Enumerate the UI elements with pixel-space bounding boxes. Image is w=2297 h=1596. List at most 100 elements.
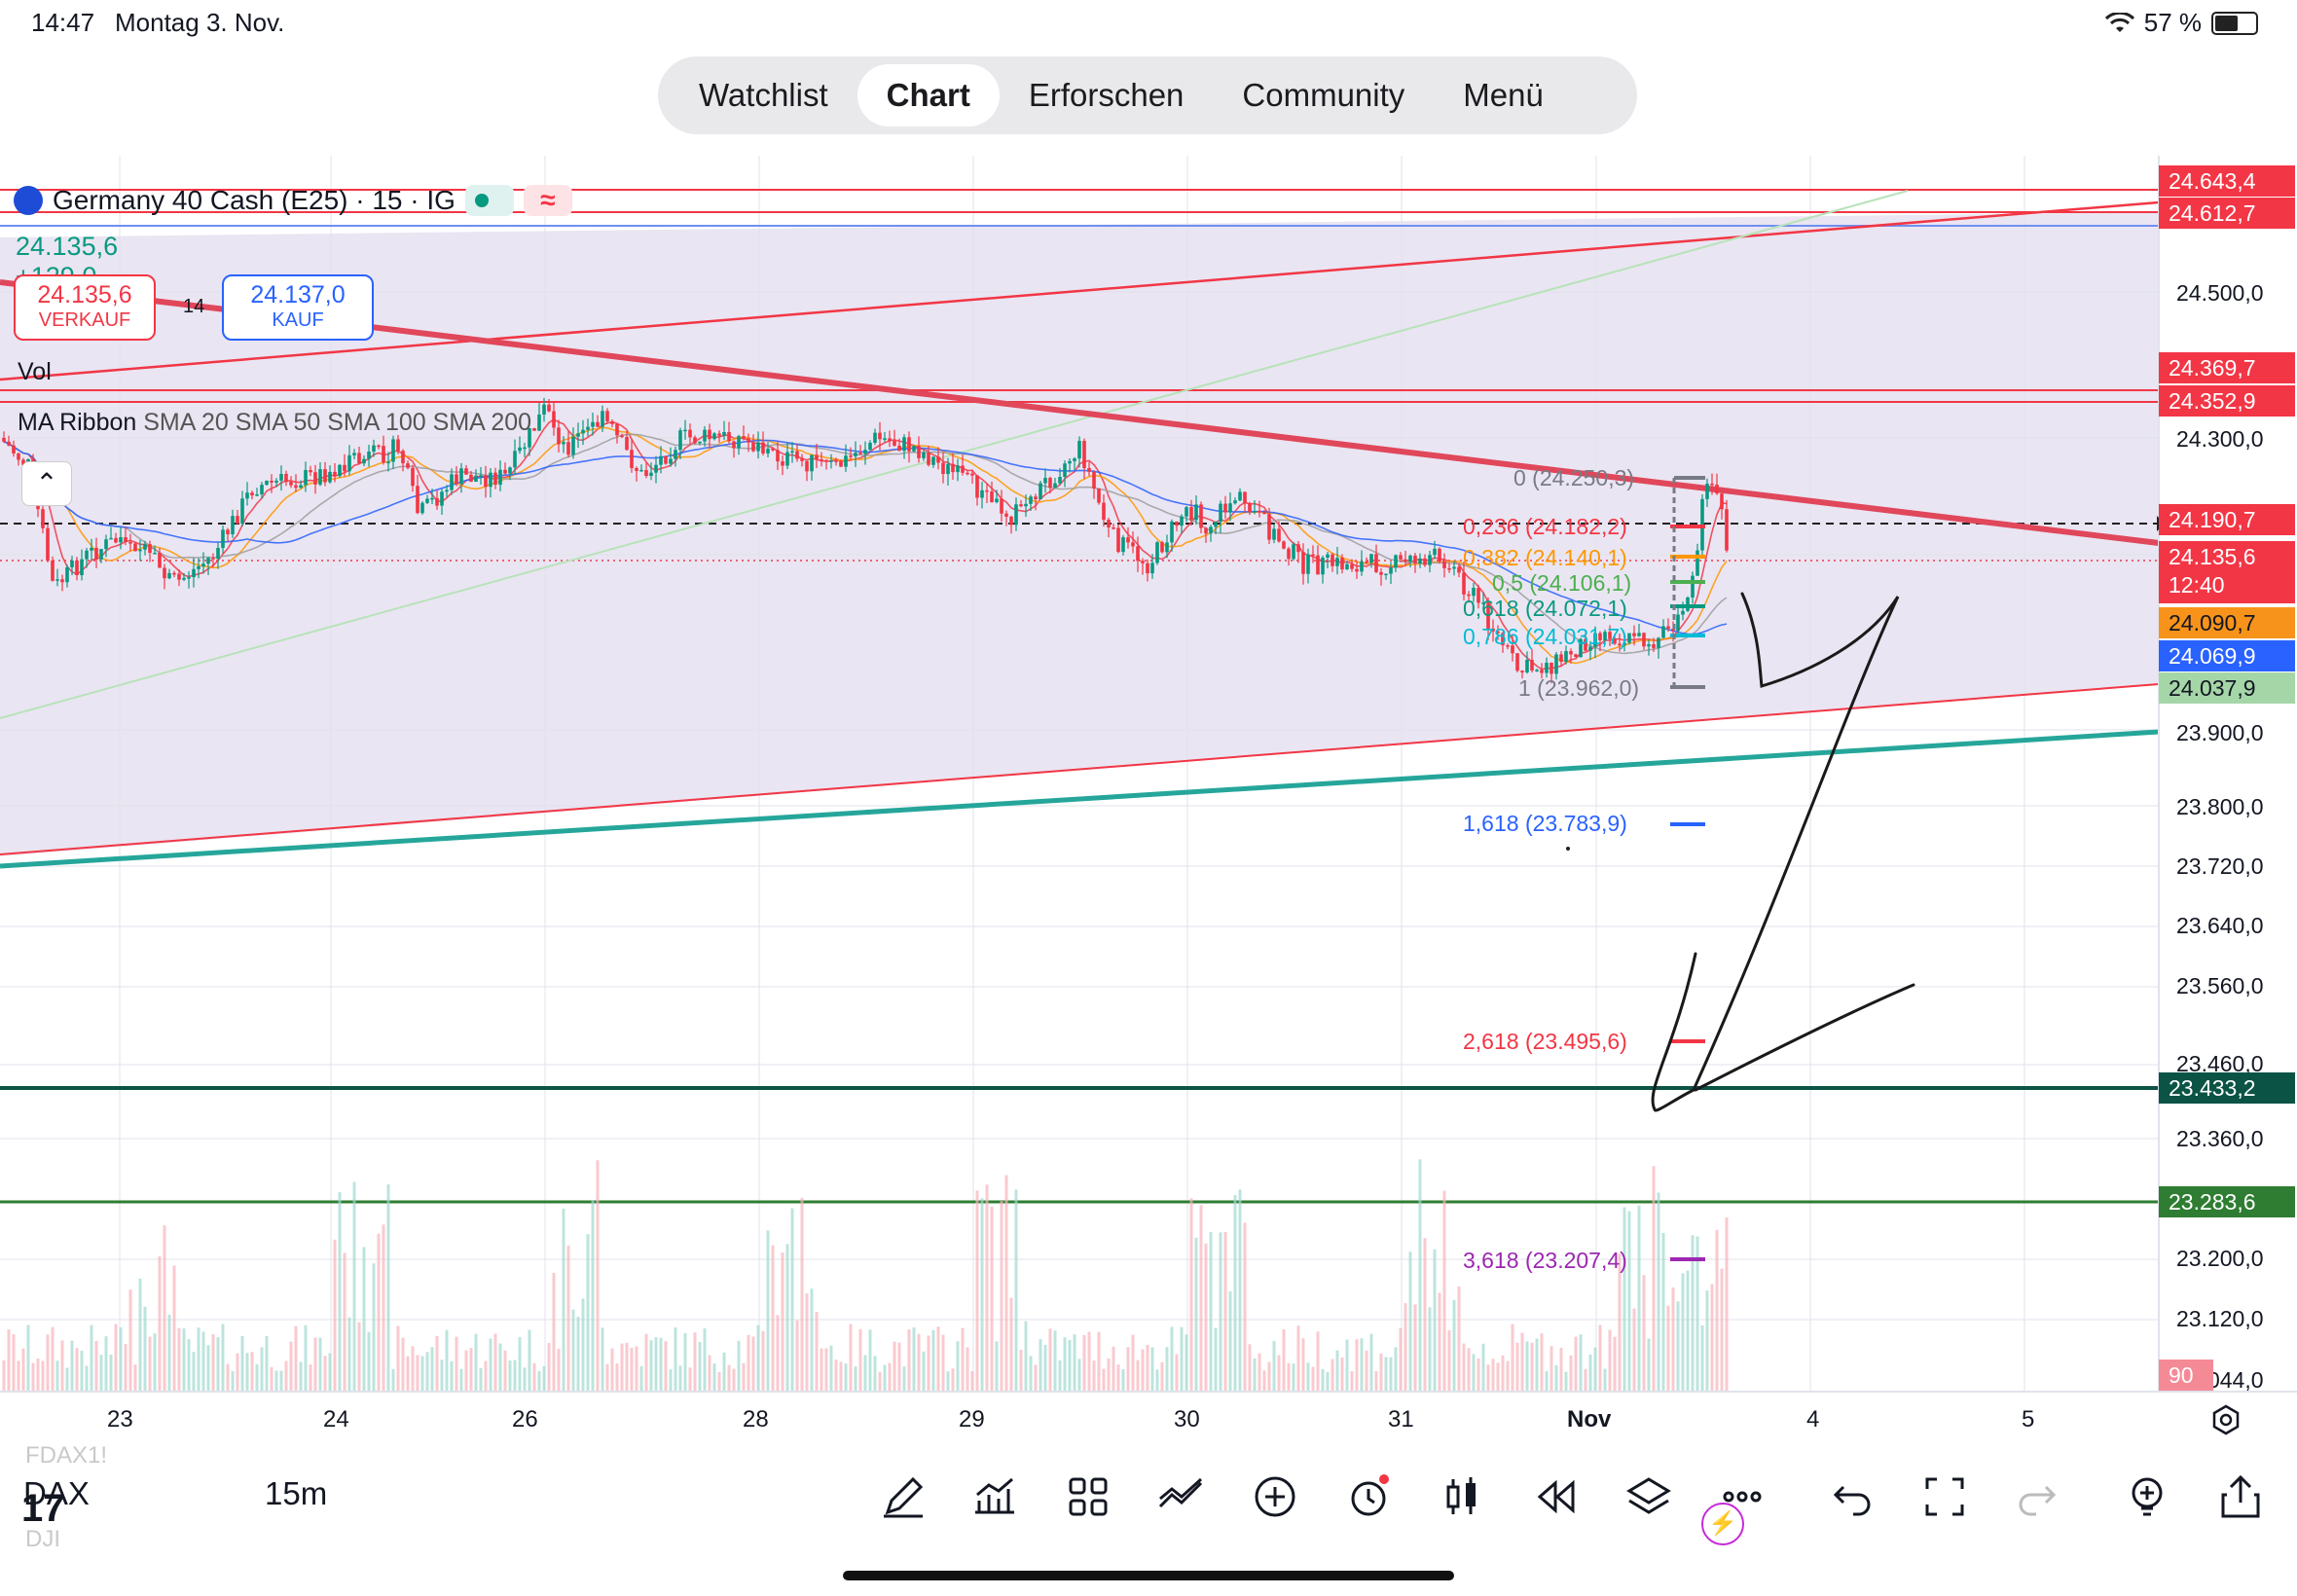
home-indicator[interactable]	[843, 1571, 1454, 1580]
symbol-selector[interactable]: DAX	[23, 1475, 90, 1511]
volume-bar	[187, 1339, 191, 1392]
candle-body	[1141, 561, 1145, 563]
candle-body	[498, 469, 502, 486]
candle-body	[391, 439, 395, 462]
volume-bar	[1301, 1338, 1305, 1392]
volume-bar	[1399, 1327, 1403, 1392]
candle-body	[1126, 537, 1130, 543]
tab-erforschen[interactable]: Erforschen	[1028, 77, 1185, 113]
candle-body	[109, 537, 113, 540]
collapse-legend-icon[interactable]: ⌃	[21, 461, 72, 506]
candle-body	[255, 494, 259, 496]
volume-bar	[1622, 1207, 1626, 1392]
fib-label-0382: 0,382 (24.140,1)	[1463, 545, 1627, 570]
timeframe-selector[interactable]: 15m	[265, 1475, 328, 1511]
volume-bar	[698, 1341, 702, 1392]
volume-bar	[450, 1360, 454, 1392]
volume-bar	[810, 1288, 814, 1392]
add-icon[interactable]	[1248, 1469, 1302, 1524]
candle-body	[581, 429, 585, 434]
vol-indicator-label[interactable]: Vol	[18, 358, 52, 385]
volume-bar	[211, 1333, 215, 1392]
volume-bar	[1379, 1353, 1383, 1392]
volume-bar	[805, 1293, 809, 1392]
candle-body	[1579, 638, 1583, 658]
price-tick: 23.900,0	[2176, 720, 2264, 745]
volume-bar	[1418, 1159, 1422, 1392]
candle-body	[450, 474, 454, 490]
draw-icon[interactable]	[876, 1469, 930, 1524]
volume-bar	[372, 1263, 376, 1392]
tab-menu[interactable]: Menü	[1463, 77, 1544, 113]
more-icon[interactable]	[1715, 1469, 1769, 1524]
candle-body	[1053, 483, 1057, 489]
volume-bar	[1593, 1347, 1597, 1392]
ideas-icon[interactable]	[2120, 1469, 2174, 1524]
time-tick: 31	[1388, 1406, 1414, 1433]
fib-retracement[interactable]	[1670, 476, 1705, 1261]
candle-body	[1608, 632, 1612, 639]
nav-tabs: Watchlist Chart Erforschen Community Men…	[658, 56, 1637, 134]
candle-body	[1433, 548, 1437, 556]
volume-bar	[1540, 1333, 1544, 1392]
volume-bar	[508, 1360, 512, 1392]
volume-bar	[688, 1367, 692, 1392]
indicators-icon[interactable]	[967, 1469, 1022, 1524]
volume-bar	[1369, 1333, 1373, 1392]
layers-icon[interactable]	[1622, 1469, 1676, 1524]
volume-bar	[863, 1355, 867, 1392]
candle-body	[1092, 471, 1096, 490]
share-icon[interactable]	[2213, 1469, 2268, 1524]
candle-body	[1253, 511, 1257, 513]
redo-icon[interactable]	[2011, 1469, 2065, 1524]
ma-ribbon-label[interactable]: MA Ribbon SMA 20 SMA 50 SMA 100 SMA 200	[18, 409, 531, 437]
tab-community[interactable]: Community	[1242, 77, 1405, 113]
candle-style-icon[interactable]	[1435, 1469, 1489, 1524]
ghost-symbol-below[interactable]: DJI	[25, 1526, 60, 1552]
volume-bar	[834, 1360, 838, 1392]
candle-body	[489, 472, 492, 488]
undo-icon[interactable]	[1824, 1469, 1878, 1524]
buy-button[interactable]: 24.137,0 KAUF	[222, 274, 374, 341]
volume-bar	[328, 1353, 332, 1392]
candle-body	[800, 458, 804, 461]
chart-canvas[interactable]	[0, 156, 2297, 1450]
candle-body	[1204, 527, 1208, 534]
sell-button[interactable]: 24.135,6 VERKAUF	[14, 274, 156, 341]
volume-bar	[445, 1329, 449, 1392]
candle-body	[211, 558, 215, 560]
candle-body	[542, 404, 546, 415]
compare-icon[interactable]	[1154, 1469, 1209, 1524]
volume-bar	[1311, 1366, 1315, 1392]
volume-bar	[17, 1360, 20, 1392]
tab-chart[interactable]: Chart	[857, 64, 1000, 127]
replay-icon[interactable]	[1528, 1469, 1583, 1524]
candle-body	[1223, 503, 1227, 513]
fullscreen-icon[interactable]	[1917, 1469, 1972, 1524]
volume-bar	[1248, 1344, 1252, 1392]
candle-body	[1613, 638, 1617, 644]
candle-body	[182, 577, 186, 580]
volume-bar	[274, 1370, 278, 1392]
templates-icon[interactable]	[1061, 1469, 1115, 1524]
tab-watchlist[interactable]: Watchlist	[699, 77, 828, 113]
candle-body	[338, 464, 342, 477]
alert-icon[interactable]	[1341, 1469, 1396, 1524]
settings-icon[interactable]	[2209, 1403, 2242, 1436]
volume-bar	[1515, 1342, 1519, 1392]
candle-body	[995, 498, 999, 503]
candle-body	[411, 467, 415, 487]
volume-bar	[182, 1328, 186, 1392]
chart-area[interactable]: Germany 40 Cash (E25) · 15 · IG ≈ 24.135…	[0, 156, 2297, 1545]
volume-bar	[912, 1326, 916, 1392]
volume-bar	[659, 1337, 663, 1392]
ghost-symbol-above[interactable]: FDAX1!	[25, 1442, 108, 1469]
candle-body	[639, 469, 643, 472]
volume-bar	[1404, 1303, 1407, 1392]
channel-bottom	[0, 683, 2160, 855]
symbol-title[interactable]: Germany 40 Cash (E25) · 15 · IG ≈	[14, 185, 572, 216]
lightning-icon[interactable]: ⚡	[1701, 1503, 1744, 1545]
candle-body	[313, 472, 317, 485]
candle-body	[557, 427, 561, 445]
candle-body	[1024, 503, 1028, 507]
